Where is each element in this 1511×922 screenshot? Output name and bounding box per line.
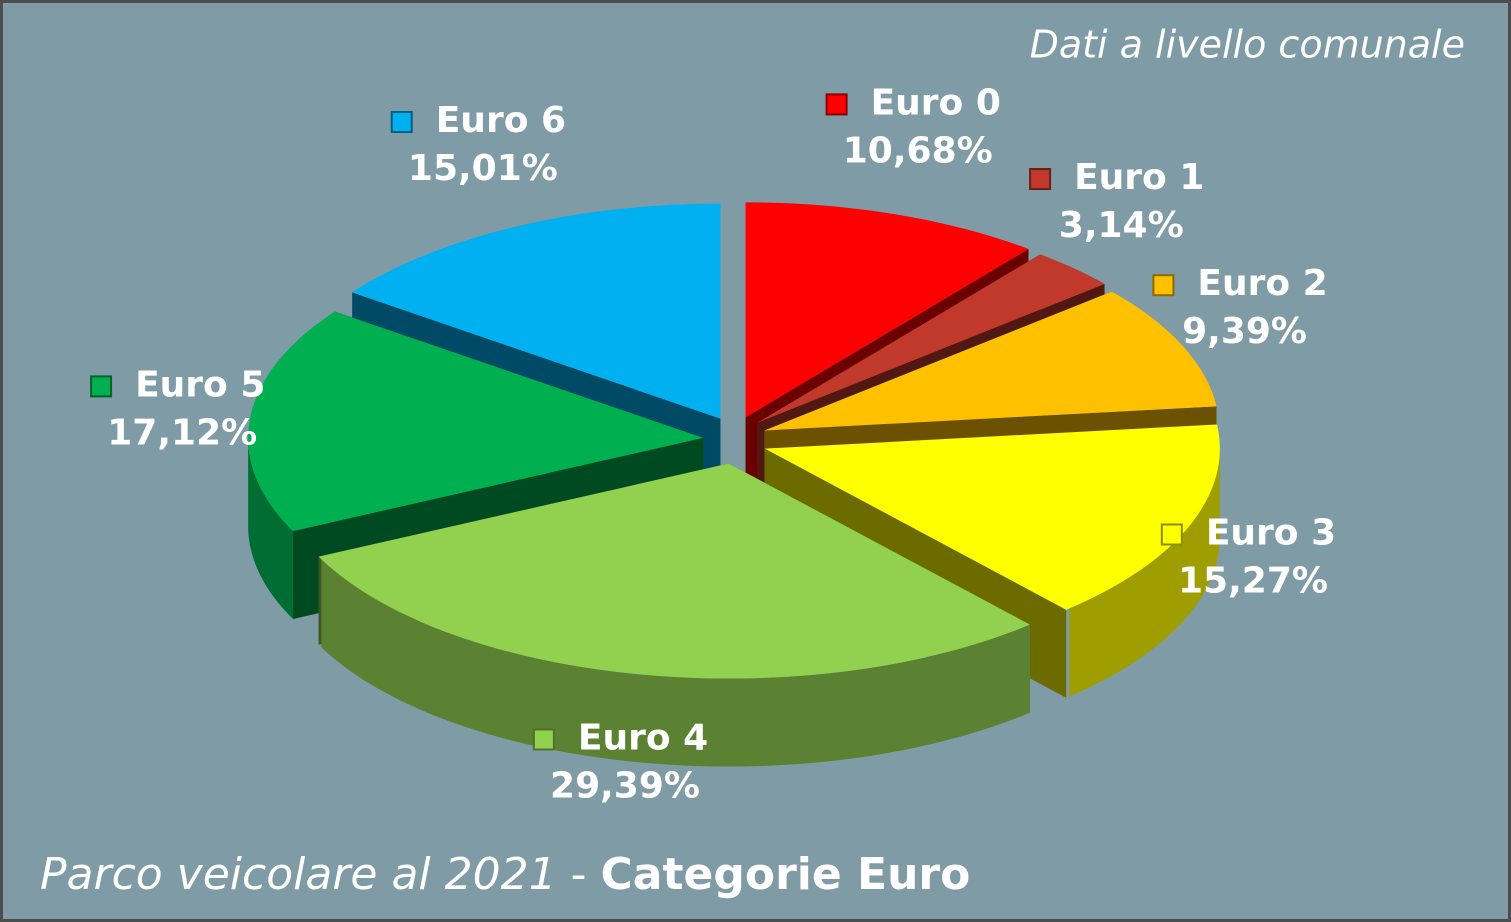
title: - [571,849,587,900]
value-label: 17,12% [107,412,257,453]
value-label: 9,39% [1182,311,1307,352]
slice-top [318,463,1030,679]
slice [318,463,1030,767]
slice-wall [321,559,1030,767]
pie [248,202,1220,767]
legend-marker [1029,168,1052,191]
value-label: 3,14% [1059,205,1184,246]
legend-marker [825,93,848,116]
value-label: 29,39% [550,765,700,806]
slice-label: Euro 4 [578,717,708,758]
slice-top [764,291,1217,431]
slice-top [248,311,704,531]
value-label: 15,27% [1178,560,1328,601]
slice-label: Euro 3 [1206,512,1336,553]
legend-marker [390,111,413,134]
slice-top [352,203,721,419]
legend-marker [1160,523,1183,546]
legend-marker [1152,274,1175,297]
slice-top [757,254,1105,423]
slice-top [764,424,1220,610]
title: Categorie Euro [601,849,971,900]
slice-wall [1069,448,1220,697]
slice-top [745,202,1029,418]
slice-label: Euro 5 [135,364,265,405]
note: Dati a livello comunale [1030,23,1465,67]
slice-wall [248,440,294,619]
slice-label: Euro 2 [1197,263,1327,304]
legend-marker [90,375,113,398]
slice-label: Euro 1 [1074,157,1204,198]
slice-label: Euro 6 [436,100,566,141]
value-label: 15,01% [408,148,558,189]
title: Parco veicolare al 2021 [40,849,557,900]
value-label: 10,68% [843,130,993,171]
slice-label: Euro 0 [871,82,1001,123]
legend-marker [532,728,555,751]
